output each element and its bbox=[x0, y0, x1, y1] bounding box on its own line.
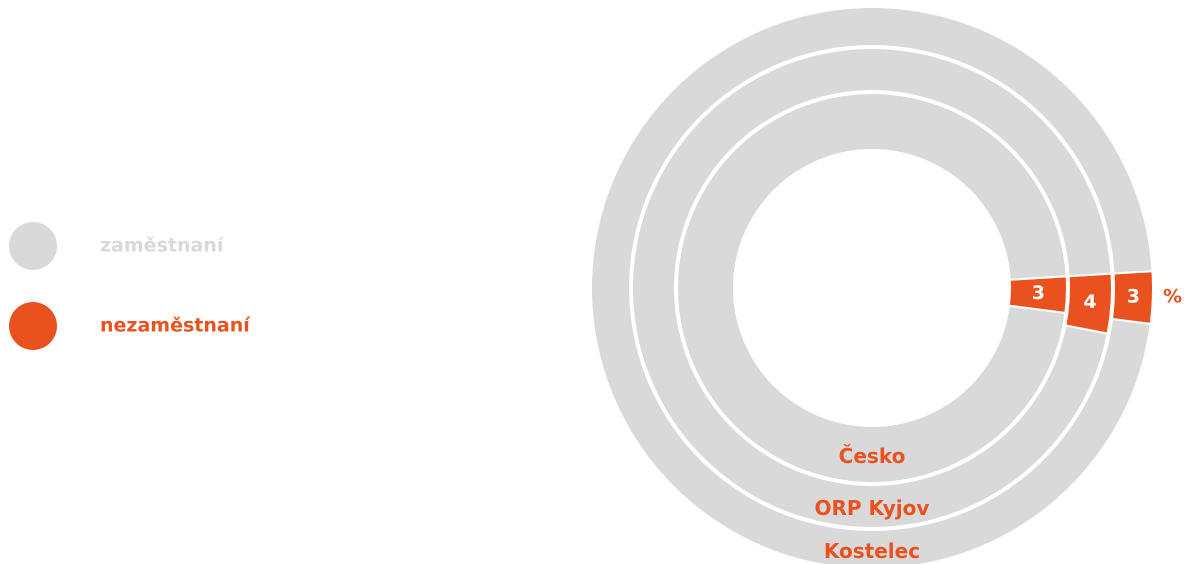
legend-swatch bbox=[9, 222, 57, 270]
ring-segment bbox=[590, 6, 1154, 564]
ring-segment bbox=[676, 92, 1068, 484]
unit-label: % bbox=[1163, 285, 1182, 307]
ring-segment bbox=[631, 47, 1113, 529]
ring-label: Kostelec bbox=[824, 539, 920, 563]
value-label: 3 bbox=[1032, 282, 1045, 304]
legend-label: zaměstnaní bbox=[100, 235, 225, 257]
ring-label: ORP Kyjov bbox=[815, 496, 930, 520]
value-label: 3 bbox=[1127, 285, 1140, 307]
ring-label: Česko bbox=[839, 444, 906, 468]
legend-swatch bbox=[9, 302, 57, 350]
legend-label: nezaměstnaní bbox=[100, 315, 251, 337]
value-label: 4 bbox=[1083, 291, 1096, 313]
